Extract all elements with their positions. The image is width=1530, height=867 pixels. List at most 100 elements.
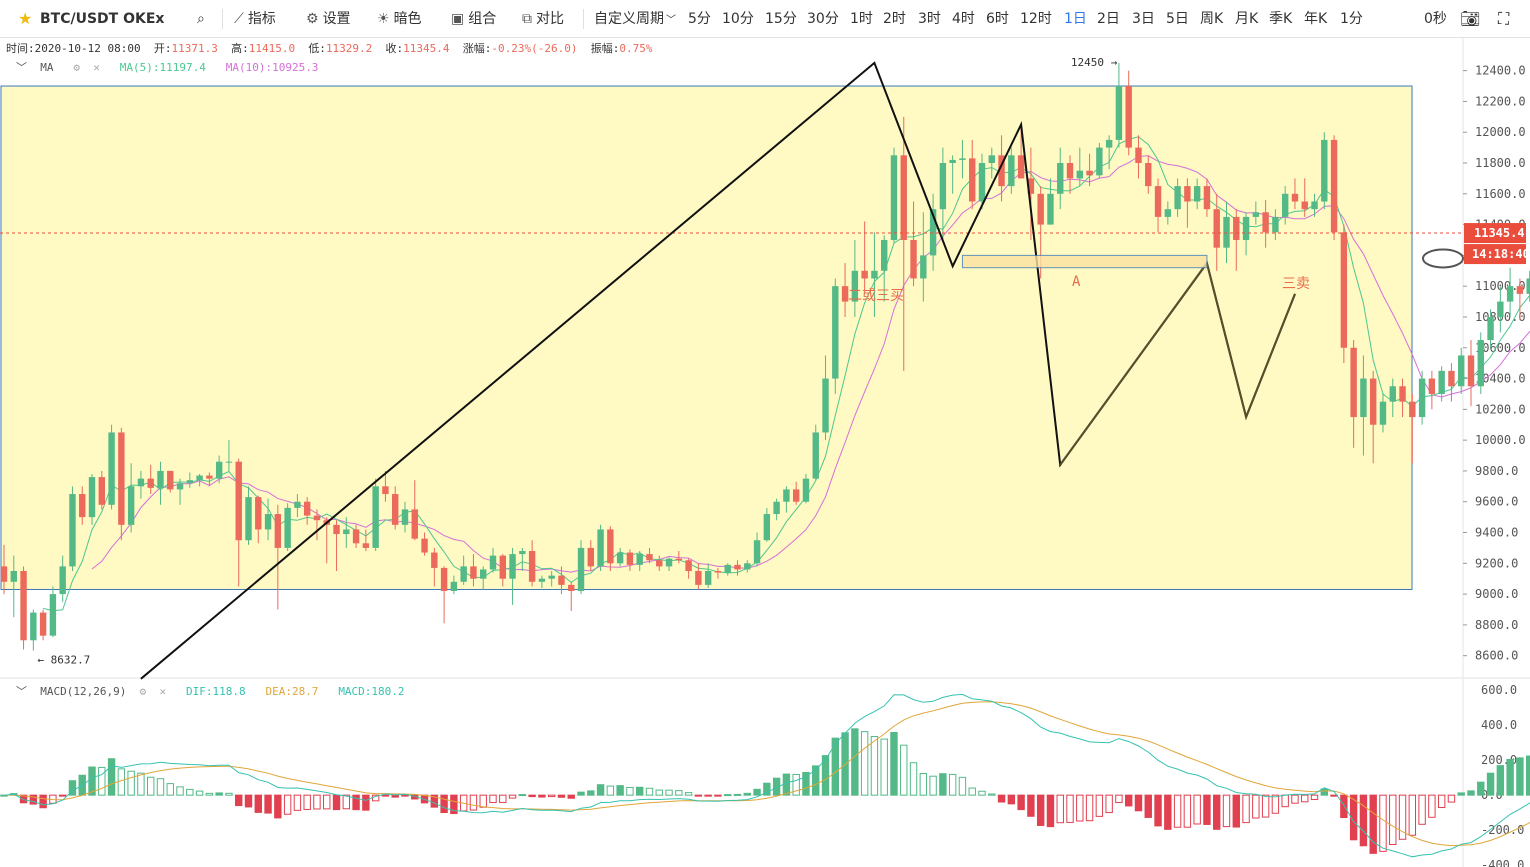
candle-126 [1233, 209, 1240, 271]
candle-63 [616, 547, 624, 567]
ma-close-icon[interactable]: ✕ [93, 61, 100, 74]
macd-bar-49 [479, 794, 487, 808]
macd-bar-44 [430, 794, 439, 808]
macd-settings-gear-icon[interactable]: ⚙ [139, 685, 147, 698]
period-2[interactable]: 15分 [765, 11, 797, 27]
candle-body-135 [1321, 139, 1328, 202]
period-15[interactable]: 月K [1235, 11, 1259, 27]
period-5[interactable]: 2时 [883, 11, 906, 27]
macd-bar-94 [919, 773, 928, 796]
period-12[interactable]: 3日 [1132, 11, 1155, 27]
candle-107 [1047, 178, 1054, 225]
candle-64 [626, 549, 634, 572]
candle-body-108 [1057, 163, 1064, 194]
zone-box [0, 85, 1413, 590]
candle-body-82 [802, 478, 810, 502]
macd-name: MACD(12,26,9) [40, 685, 127, 698]
macd-bar-110 [1076, 794, 1084, 822]
candle-69 [675, 550, 683, 564]
macd-bar-117 [1144, 794, 1152, 818]
candle-body-62 [607, 529, 614, 564]
macd-value: MACD:180.2 [338, 685, 405, 698]
candle-body-142 [1389, 386, 1396, 402]
period-16[interactable]: 季K [1269, 11, 1293, 27]
candle-body-107 [1047, 193, 1054, 225]
period-17[interactable]: 年K [1304, 11, 1328, 27]
candle-body-64 [626, 552, 634, 565]
candle-61 [597, 524, 604, 572]
candle-body-144 [1409, 401, 1416, 418]
period-10[interactable]: 1日 [1064, 11, 1087, 27]
period-13[interactable]: 5日 [1166, 11, 1189, 27]
candle-99 [969, 139, 976, 210]
macd-collapse-chevron-icon[interactable]: ﹀ [16, 685, 27, 698]
price-tick-label-17: 12000.0 [1475, 125, 1526, 139]
candle-84 [822, 355, 829, 441]
search-icon[interactable]: ⌕ [197, 11, 205, 27]
period-1[interactable]: 10分 [722, 11, 754, 27]
candle-51 [499, 554, 506, 587]
candle-91 [890, 147, 898, 244]
period-18[interactable]: 1分 [1340, 11, 1363, 27]
change-label: 涨幅: [462, 42, 492, 55]
layout-icon: ▣ [451, 11, 465, 27]
symbol-title[interactable]: BTC/USDT OKEx [40, 11, 165, 27]
period-4[interactable]: 1时 [850, 11, 873, 27]
macd-bar-75 [733, 793, 742, 796]
period-8[interactable]: 6时 [986, 11, 1009, 27]
marked-ellipse [1422, 248, 1464, 269]
macd-bar-114 [1115, 794, 1123, 804]
candle-body-143 [1399, 386, 1406, 402]
candle-body-19 [186, 480, 194, 484]
candle-body-101 [988, 155, 995, 164]
favorite-star-icon[interactable]: ★ [18, 9, 33, 28]
price-tick-label-7: 10000.0 [1475, 433, 1526, 447]
candle-111 [1086, 153, 1093, 187]
candle-body-116 [1135, 147, 1142, 164]
candle-36 [352, 524, 360, 548]
collapse-chevron-icon[interactable]: ﹀ [16, 61, 27, 74]
candle-16 [157, 461, 164, 505]
macd-bar-50 [489, 794, 497, 804]
macd-bar-74 [724, 794, 732, 797]
chart-area[interactable]: 8600.0 8800.0 9000.0 9200.0 9400.0 9600.0 9800… [0, 38, 1530, 867]
candle-body-23 [225, 461, 233, 463]
candle-body-7 [69, 494, 76, 567]
price-tick-label-0: 8600.0 [1475, 649, 1518, 663]
period-0[interactable]: 5分 [688, 11, 711, 27]
candle-56 [548, 571, 555, 587]
ma-settings-gear-icon[interactable]: ⚙ [73, 61, 80, 74]
candle-body-150 [1467, 355, 1475, 387]
combo-button[interactable]: ▣ 组合 [451, 0, 496, 38]
macd-bar-21 [205, 792, 214, 796]
indicator-button[interactable]: ⟋ 指标 [234, 0, 276, 38]
period-3[interactable]: 30分 [807, 11, 839, 27]
candle-140 [1370, 370, 1377, 464]
period-14[interactable]: 周K [1200, 11, 1224, 27]
dark-mode-button[interactable]: ☀ 暗色 [377, 0, 422, 38]
candle-74 [724, 563, 731, 576]
period-7[interactable]: 4时 [952, 11, 975, 27]
macd-bar-122 [1193, 794, 1201, 825]
candle-148 [1448, 363, 1455, 402]
candle-body-94 [920, 255, 927, 279]
settings-button[interactable]: ⚙ 设置 [306, 0, 351, 38]
period-11[interactable]: 2日 [1097, 11, 1120, 27]
candle-body-137 [1340, 232, 1348, 348]
custom-period-dropdown[interactable]: 自定义周期 ﹀ [594, 0, 676, 38]
candle-31 [303, 497, 311, 525]
fullscreen-icon[interactable]: ⛶ [1498, 9, 1510, 28]
macd-bar-152 [1486, 772, 1495, 796]
camera-icon[interactable]: 📷︎ [1460, 9, 1481, 28]
macd-bar-64 [626, 786, 634, 796]
macd-close-icon[interactable]: ✕ [159, 685, 167, 698]
candle-65 [636, 550, 643, 572]
macd-bar-154 [1506, 758, 1514, 796]
candle-body-115 [1125, 86, 1132, 148]
macd-bar-105 [1027, 794, 1035, 817]
period-6[interactable]: 3时 [918, 11, 941, 27]
period-9[interactable]: 12时 [1020, 11, 1052, 27]
compare-button[interactable]: ⧉ 对比 [522, 0, 564, 38]
macd-bar-55 [538, 794, 546, 798]
macd-bar-134 [1310, 794, 1319, 801]
